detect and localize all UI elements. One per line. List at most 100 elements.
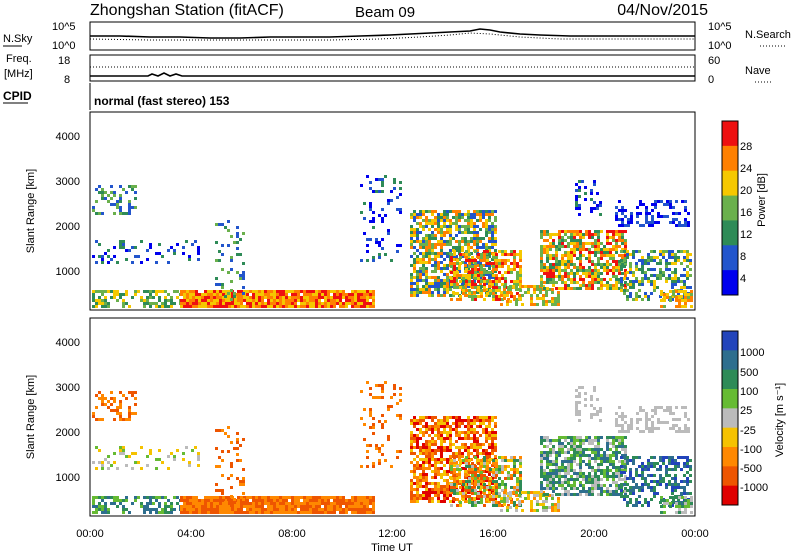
power-cell — [360, 296, 363, 299]
power-cell — [221, 283, 224, 286]
velocity-cell — [243, 511, 246, 514]
velocity-cell — [464, 491, 467, 494]
power-cell — [396, 244, 399, 247]
power-cell — [549, 272, 552, 275]
power-cell — [551, 291, 554, 294]
velocity-cell — [573, 454, 576, 457]
power-cell — [635, 250, 638, 253]
power-cell — [582, 266, 585, 269]
power-cell — [558, 287, 561, 290]
velocity-cell — [434, 470, 437, 473]
power-cell — [222, 302, 225, 305]
power-cell — [434, 228, 437, 231]
velocity-cell — [488, 434, 491, 437]
velocity-cell — [419, 419, 422, 422]
velocity-cell — [461, 467, 464, 470]
velocity-cell — [624, 421, 627, 424]
power-cell — [297, 290, 300, 293]
power-cell — [410, 213, 413, 216]
velocity-cell — [669, 409, 672, 412]
velocity-cell — [381, 390, 384, 393]
power-cell — [428, 288, 431, 291]
velocity-cell — [599, 407, 602, 410]
velocity-cell — [489, 498, 492, 501]
velocity-cell — [588, 490, 591, 493]
power-cell — [339, 293, 342, 296]
velocity-cell — [485, 440, 488, 443]
power-cell — [282, 299, 285, 302]
velocity-cell — [342, 508, 345, 511]
velocity-cell — [422, 425, 425, 428]
power-cell — [152, 290, 155, 293]
velocity-cell — [626, 495, 629, 498]
velocity-cell — [552, 475, 555, 478]
power-cell — [215, 283, 218, 286]
velocity-cell — [372, 396, 375, 399]
power-cell — [485, 219, 488, 222]
power-cell — [458, 231, 461, 234]
velocity-cell — [657, 406, 660, 409]
power-cell — [591, 284, 594, 287]
power-cell — [671, 283, 674, 286]
power-cell — [561, 260, 564, 263]
velocity-cell — [434, 458, 437, 461]
power-cell — [570, 272, 573, 275]
velocity-cell — [645, 421, 648, 424]
power-cell — [189, 299, 192, 302]
velocity-cell — [324, 505, 327, 508]
velocity-cell — [233, 447, 236, 450]
power-cell — [488, 264, 491, 267]
velocity-cell — [594, 469, 597, 472]
power-cell — [470, 261, 473, 264]
power-cell — [384, 214, 387, 217]
velocity-cell — [671, 501, 674, 504]
velocity-cell — [624, 490, 627, 493]
velocity-cell — [659, 465, 662, 468]
power-cell — [576, 245, 579, 248]
velocity-cell — [543, 436, 546, 439]
power-cell — [240, 296, 243, 299]
power-cell — [413, 282, 416, 285]
power-cell — [551, 297, 554, 300]
velocity-cell — [98, 461, 101, 464]
velocity-cell — [462, 483, 465, 486]
velocity-cell — [597, 466, 600, 469]
velocity-cell — [671, 492, 674, 495]
velocity-cell — [642, 409, 645, 412]
velocity-cell — [419, 428, 422, 431]
power-cell — [689, 259, 692, 262]
power-cell — [491, 234, 494, 237]
velocity-cell — [539, 494, 542, 497]
velocity-cell — [413, 437, 416, 440]
velocity-cell — [413, 422, 416, 425]
power-cell — [252, 305, 255, 308]
power-cell — [125, 302, 128, 305]
power-cell — [140, 261, 143, 264]
velocity-cell — [669, 412, 672, 415]
power-cell — [516, 292, 519, 295]
velocity-cell — [674, 462, 677, 465]
power-cell — [668, 256, 671, 259]
power-cell — [372, 299, 375, 302]
power-cell — [653, 289, 656, 292]
velocity-cell — [675, 505, 678, 508]
power-cell — [249, 305, 252, 308]
velocity-cell — [609, 460, 612, 463]
power-cell — [434, 216, 437, 219]
velocity-cell — [125, 508, 128, 511]
power-cell — [621, 221, 624, 224]
power-cell — [167, 261, 170, 264]
power-cell — [486, 250, 489, 253]
power-cell — [642, 224, 645, 227]
velocity-cell — [369, 393, 372, 396]
power-cell — [579, 257, 582, 260]
power-cell — [624, 263, 627, 266]
power-cell — [210, 293, 213, 296]
velocity-cell — [488, 470, 491, 473]
velocity-cell — [252, 511, 255, 514]
power-cell — [536, 297, 539, 300]
velocity-cell — [189, 511, 192, 514]
power-cell — [504, 262, 507, 265]
power-cell — [291, 299, 294, 302]
power-cell — [597, 257, 600, 260]
